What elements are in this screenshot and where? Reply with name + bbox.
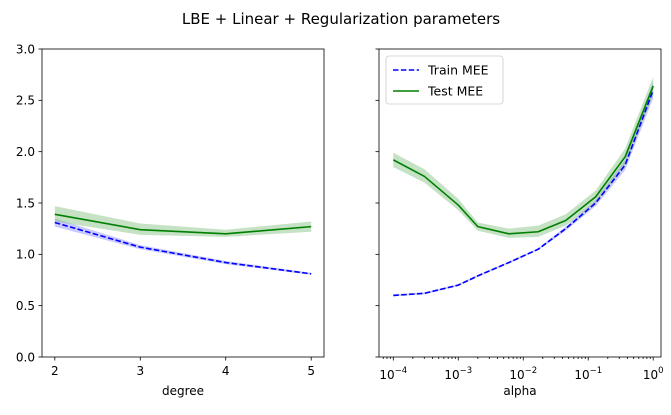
band-train-mee	[393, 81, 654, 297]
legend-label: Train MEE	[427, 63, 489, 78]
band-test-mee	[54, 206, 312, 237]
x-tick-label: 5	[307, 364, 315, 378]
right-subplot: 10−4 10−3 10−2 10−1 100 alpha Train MEE Test ME…	[375, 48, 664, 398]
line-test-mee	[54, 213, 312, 235]
x-axis-label: alpha	[503, 384, 536, 398]
x-tick-label: 10−1	[574, 366, 602, 382]
y-tick-label: 1.5	[16, 196, 35, 210]
x-tick-label: 100	[643, 366, 664, 382]
y-tick-label: 1.0	[16, 248, 35, 262]
line-train-mee	[393, 89, 654, 297]
band-test-mee	[393, 76, 654, 238]
x-tick-label: 3	[136, 364, 144, 378]
plot-frame	[41, 48, 325, 358]
x-axis-label: degree	[162, 384, 204, 398]
line-test-mee	[392, 85, 654, 235]
x-tick-label: 4	[222, 364, 230, 378]
x-tick-label: 2	[51, 364, 59, 378]
figure-title: LBE + Linear + Regularization parameters	[182, 10, 500, 28]
legend: Train MEE Test MEE	[385, 55, 504, 105]
legend-box	[385, 55, 504, 105]
x-tick-label: 10−4	[379, 366, 407, 382]
line-train-mee	[54, 221, 312, 275]
x-tick-label: 10−3	[444, 366, 472, 382]
y-tick-label: 3.0	[16, 42, 35, 56]
x-tick-label: 10−2	[509, 366, 537, 382]
legend-label: Test MEE	[427, 84, 483, 99]
y-tick-label: 2.5	[16, 94, 35, 108]
y-tick-label: 2.0	[16, 145, 35, 159]
y-tick-label: 0.0	[16, 350, 35, 364]
left-subplot: 0.0 0.5 1.0 1.5 2.0 2.5 3.0 2 3 4 5 degree	[16, 42, 325, 398]
y-tick-label: 0.5	[16, 299, 35, 313]
